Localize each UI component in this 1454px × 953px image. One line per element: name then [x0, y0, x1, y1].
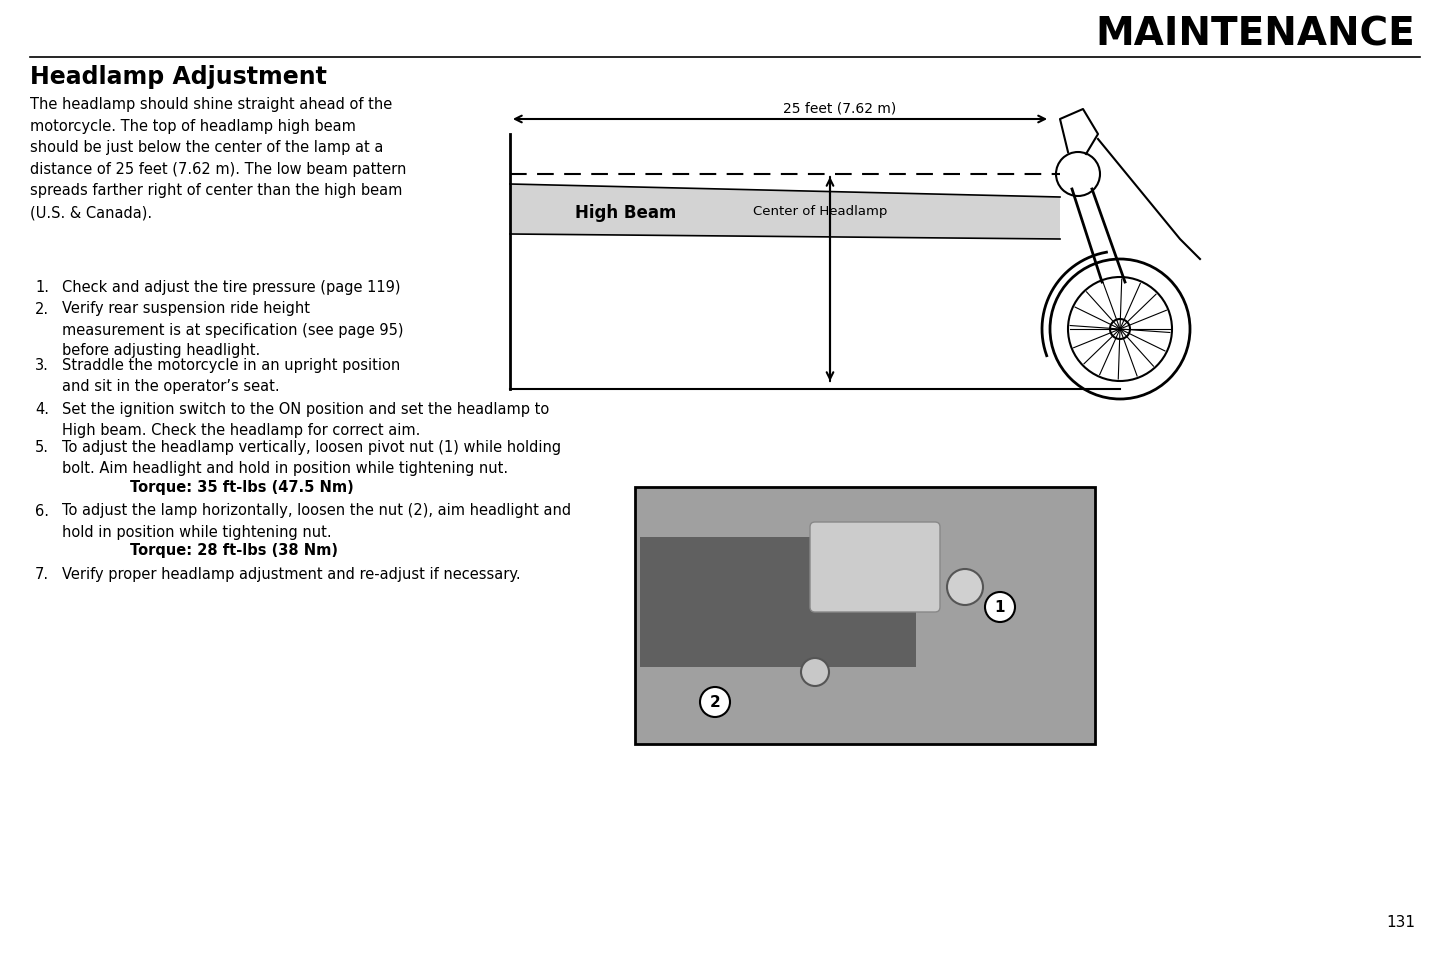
- Text: The headlamp should shine straight ahead of the
motorcycle. The top of headlamp : The headlamp should shine straight ahead…: [31, 97, 406, 220]
- Bar: [635, 488, 1095, 744]
- Circle shape: [699, 687, 730, 718]
- Text: 7.: 7.: [35, 566, 49, 581]
- Polygon shape: [510, 185, 1060, 240]
- Text: Center of Headlamp: Center of Headlamp: [753, 205, 887, 218]
- Text: Check and adjust the tire pressure (page 119): Check and adjust the tire pressure (page…: [63, 280, 400, 294]
- Text: Set the ignition switch to the ON position and set the headlamp to
High beam. Ch: Set the ignition switch to the ON positi…: [63, 401, 550, 437]
- Circle shape: [801, 659, 829, 686]
- Text: 1: 1: [995, 599, 1005, 615]
- Circle shape: [984, 593, 1015, 622]
- Text: 131: 131: [1386, 914, 1415, 929]
- Text: MAINTENANCE: MAINTENANCE: [1095, 15, 1415, 53]
- Text: To adjust the headlamp vertically, loosen pivot nut (1) while holding
bolt. Aim : To adjust the headlamp vertically, loose…: [63, 439, 561, 476]
- Text: 6.: 6.: [35, 503, 49, 518]
- Text: To adjust the lamp horizontally, loosen the nut (2), aim headlight and
hold in p: To adjust the lamp horizontally, loosen …: [63, 503, 571, 539]
- Circle shape: [947, 569, 983, 605]
- Text: 3.: 3.: [35, 357, 49, 373]
- FancyBboxPatch shape: [810, 522, 939, 613]
- Text: 2.: 2.: [35, 301, 49, 316]
- Text: 2: 2: [710, 695, 720, 710]
- Text: Straddle the motorcycle in an upright position
and sit in the operator’s seat.: Straddle the motorcycle in an upright po…: [63, 357, 400, 394]
- Text: 1.: 1.: [35, 280, 49, 294]
- Text: 25 feet (7.62 m): 25 feet (7.62 m): [784, 102, 897, 116]
- Text: Verify proper headlamp adjustment and re-adjust if necessary.: Verify proper headlamp adjustment and re…: [63, 566, 521, 581]
- Text: 5.: 5.: [35, 439, 49, 455]
- Text: High Beam: High Beam: [574, 204, 676, 222]
- Bar: [640, 537, 916, 667]
- Text: Headlamp Adjustment: Headlamp Adjustment: [31, 65, 327, 89]
- Text: Verify rear suspension ride height
measurement is at specification (see page 95): Verify rear suspension ride height measu…: [63, 301, 404, 358]
- Text: 4.: 4.: [35, 401, 49, 416]
- Text: Torque: 35 ft-lbs (47.5 Nm): Torque: 35 ft-lbs (47.5 Nm): [129, 479, 353, 495]
- Text: Torque: 28 ft-lbs (38 Nm): Torque: 28 ft-lbs (38 Nm): [129, 543, 337, 558]
